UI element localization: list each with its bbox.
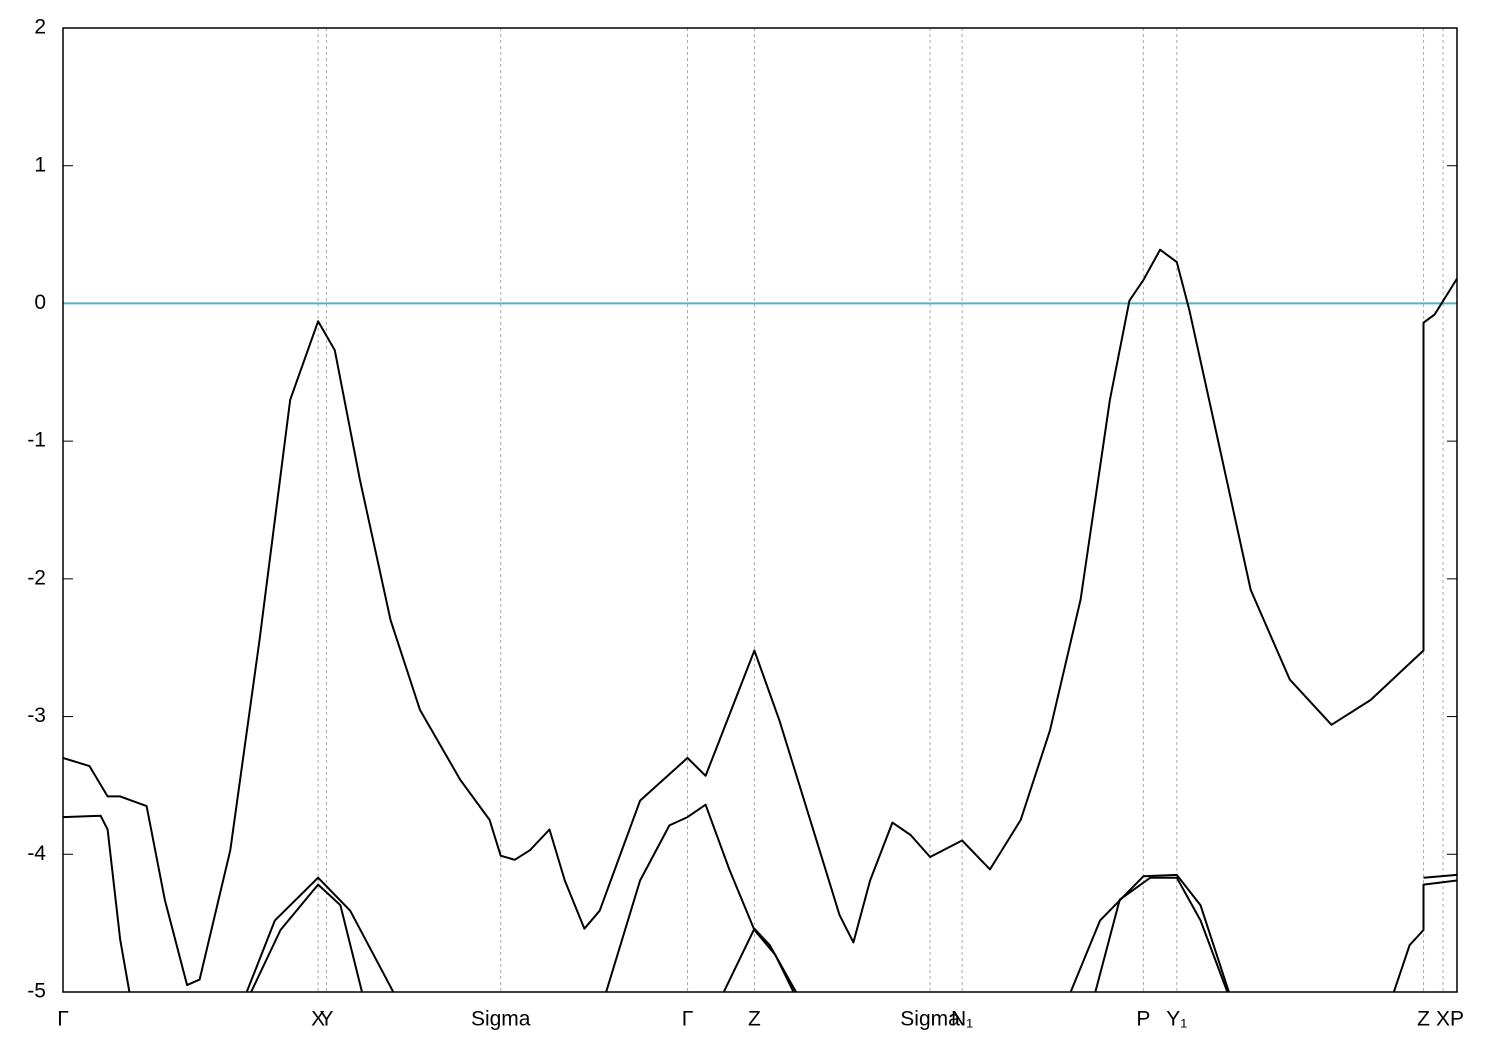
x-tick-label: Y₁ xyxy=(1166,1008,1187,1031)
y-tick-label: -4 xyxy=(27,842,46,865)
x-tick-label: Y xyxy=(319,1008,333,1031)
x-tick-label: N₁ xyxy=(951,1008,973,1031)
plot-frame xyxy=(62,27,1458,993)
y-tick-label: -3 xyxy=(27,704,46,727)
y-tick-label: -5 xyxy=(27,980,46,1003)
y-tick-label: -2 xyxy=(27,566,46,589)
band-line xyxy=(63,803,1457,992)
x-tick-label: Sigma xyxy=(471,1008,531,1031)
x-tick-label: X xyxy=(311,1008,325,1031)
x-tick-label: P xyxy=(1450,1008,1464,1031)
x-tick-label: Γ xyxy=(57,1008,69,1031)
bands xyxy=(63,248,1457,992)
y-tick-label: 2 xyxy=(34,16,46,39)
x-tick-label: X xyxy=(1436,1008,1450,1031)
x-tick-label: Z xyxy=(1417,1008,1430,1031)
band-line xyxy=(63,248,1457,987)
x-tick-label: P xyxy=(1136,1008,1150,1031)
band-line xyxy=(245,873,1457,992)
x-tick-label: Γ xyxy=(682,1008,694,1031)
y-tick-label: 0 xyxy=(34,291,46,314)
x-tick-label: Sigma xyxy=(900,1008,960,1031)
y-tick-label: -1 xyxy=(27,429,46,452)
x-tick-label: Z xyxy=(748,1008,761,1031)
y-tick-label: 1 xyxy=(34,153,46,176)
